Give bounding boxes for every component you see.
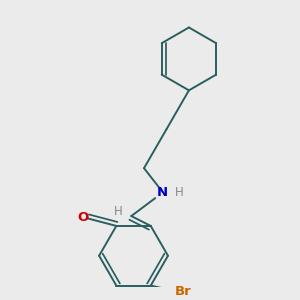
Text: H: H: [113, 205, 122, 218]
Text: N: N: [157, 186, 168, 199]
Text: H: H: [175, 186, 184, 199]
Text: O: O: [78, 211, 89, 224]
Text: Br: Br: [175, 285, 191, 298]
